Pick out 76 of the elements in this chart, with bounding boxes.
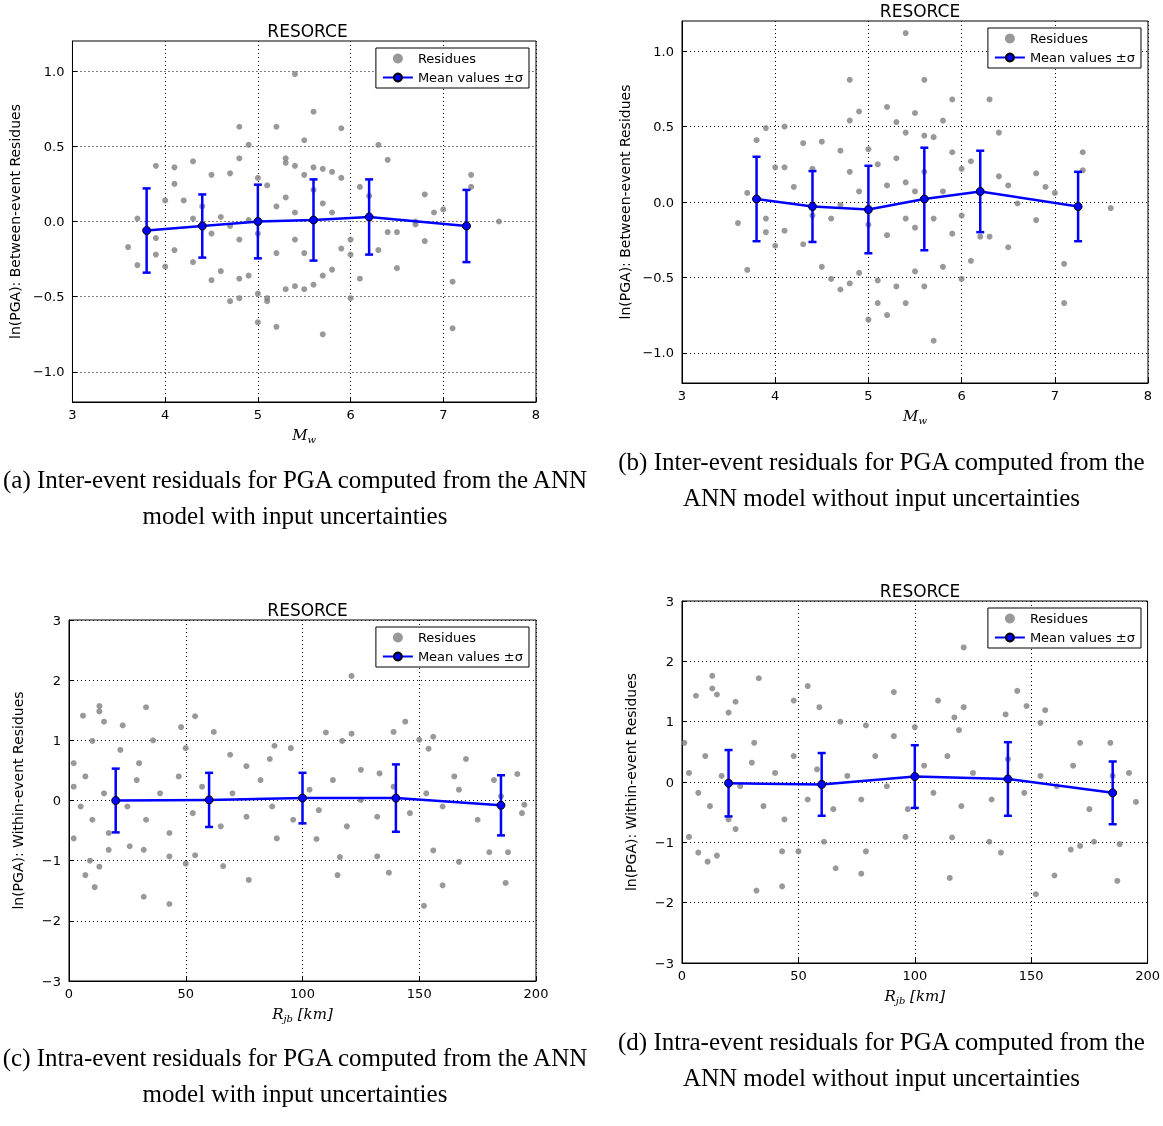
- y-tick-label: 0: [52, 793, 61, 808]
- x-tick-label: 5: [253, 407, 263, 422]
- y-axis-title: ln(PGA): Within-event Residues: [623, 672, 639, 892]
- x-tick-label: 3: [68, 407, 77, 422]
- x-tick-label: 4: [161, 407, 170, 422]
- y-tick-label: 0.5: [653, 119, 674, 135]
- y-tick-label: 2: [665, 653, 674, 669]
- legend-label: Residues: [1029, 31, 1089, 46]
- y-tick-label: 0.0: [653, 194, 674, 210]
- y-tick-label: −3: [41, 973, 61, 989]
- y-tick-label: 2: [52, 672, 61, 688]
- y-tick-label: −0.5: [32, 289, 65, 305]
- y-tick-label: −3: [654, 955, 674, 971]
- y-tick-label: −1: [654, 834, 674, 850]
- legend-label: Residues: [417, 51, 477, 66]
- text: (a) Inter-event residuals for PGA computed from the ANN model with input uncertainties: [1, 465, 589, 531]
- chart-title: RESORCE: [879, 580, 961, 601]
- y-tick-label: −1: [41, 853, 61, 869]
- point: [1108, 788, 1118, 798]
- chart-title: RESORCE: [267, 20, 348, 41]
- text: (c) Intra-event residuals for PGA computed from the ANN model with input uncertainties: [1, 1043, 589, 1109]
- point: [817, 779, 827, 789]
- x-tick-label: 100: [290, 986, 315, 1001]
- y-tick-label: 0.0: [43, 214, 65, 229]
- y-axis-title: ln(PGA): Between-event Residues: [7, 104, 23, 339]
- point: [142, 226, 152, 236]
- legend-label: Residues: [1029, 611, 1089, 626]
- x-tick-label: 7: [1050, 388, 1059, 403]
- legend-label: Mean values ±σ: [417, 649, 524, 664]
- y-tick-label: 1: [665, 714, 674, 730]
- point: [309, 215, 318, 225]
- legend-label: Residues: [417, 630, 477, 645]
- y-tick-label: −1.0: [32, 364, 65, 380]
- x-tick-label: 8: [531, 407, 541, 422]
- x-tick-label: 200: [523, 986, 549, 1001]
- legend-label: Mean values ±σ: [417, 70, 524, 85]
- x-tick-label: 7: [439, 407, 448, 422]
- x-tick-label: 50: [177, 986, 195, 1001]
- y-tick-label: −1.0: [642, 345, 674, 361]
- x-tick-label: 150: [406, 986, 432, 1001]
- x-tick-label: 0: [677, 968, 687, 983]
- point: [1003, 774, 1013, 784]
- chart-title: RESORCE: [267, 599, 348, 620]
- y-axis-title: ln(PGA): Within-event Residues: [10, 691, 26, 910]
- x-tick-label: 150: [1018, 968, 1044, 983]
- y-tick-label: 0: [665, 774, 674, 790]
- y-tick-label: 0.5: [43, 138, 65, 154]
- legend-label: Mean values ±σ: [1029, 630, 1136, 645]
- point: [461, 221, 471, 231]
- point: [364, 212, 374, 222]
- y-tick-label: 1.0: [43, 63, 65, 79]
- x-tick-label: 200: [1135, 968, 1161, 983]
- y-tick-label: 3: [52, 612, 61, 628]
- point: [253, 217, 263, 226]
- x-tick-label: 100: [902, 968, 928, 983]
- x-tick-label: 4: [771, 388, 780, 403]
- x-tick-label: 6: [346, 407, 355, 422]
- y-tick-label: 1: [52, 732, 61, 748]
- point: [197, 221, 207, 231]
- chart-title: RESORCE: [879, 0, 961, 21]
- y-tick-label: −0.5: [642, 269, 674, 285]
- legend-label: Mean values ±σ: [1029, 50, 1136, 65]
- y-tick-label: −2: [654, 895, 674, 911]
- y-tick-label: 3: [665, 593, 674, 609]
- text: (d) Intra-event residuals for PGA computed from the ANN model without input uncertainties: [617, 1027, 1146, 1093]
- x-tick-label: 50: [790, 968, 807, 983]
- text: (b) Inter-event residuals for PGA computed from the ANN model without input uncertainties: [617, 447, 1146, 513]
- y-axis-title: ln(PGA): Between-event Residues: [616, 84, 633, 320]
- point: [910, 772, 920, 782]
- point: [724, 778, 734, 788]
- y-tick-label: 1.0: [653, 43, 674, 59]
- x-tick-label: 8: [1143, 388, 1153, 403]
- x-tick-label: 5: [864, 388, 873, 403]
- y-tick-label: −2: [41, 913, 61, 929]
- x-tick-label: 6: [957, 388, 966, 403]
- x-tick-label: 3: [677, 388, 687, 403]
